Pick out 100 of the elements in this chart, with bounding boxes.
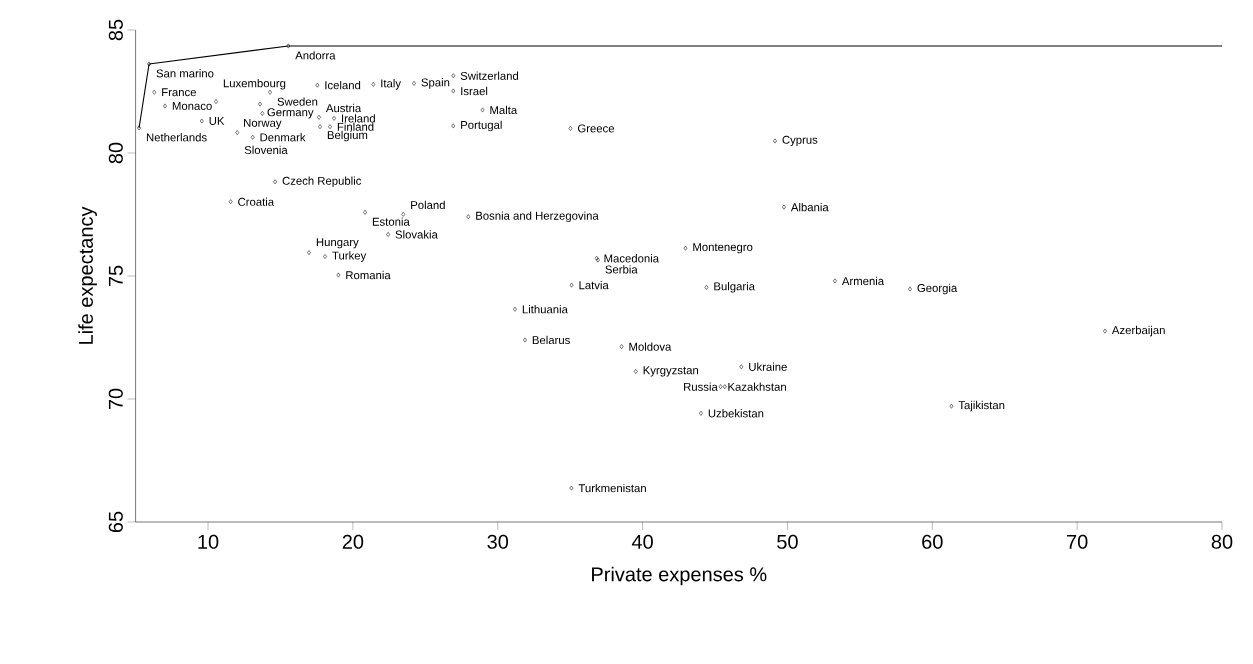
point	[235, 130, 240, 135]
x-tick-label: 60	[922, 534, 943, 549]
point	[513, 306, 517, 312]
annotation: Israel	[461, 86, 488, 96]
point	[739, 364, 744, 370]
annotation: France	[162, 88, 196, 97]
point	[152, 89, 157, 95]
point	[704, 284, 709, 290]
point	[568, 126, 573, 131]
annotation: Finland	[337, 122, 374, 131]
annotation: Armenia	[841, 276, 885, 286]
point	[451, 123, 456, 129]
y-axis-title: Life expectancy	[78, 206, 97, 344]
annotation: Monaco	[172, 102, 212, 110]
y-tick-label: 85	[108, 19, 123, 41]
annotation: Macedonia	[604, 254, 660, 263]
y-tick-label: 80	[108, 142, 123, 164]
point	[833, 278, 837, 284]
annotation: Malta	[490, 105, 518, 115]
annotation: Cyprus	[782, 135, 818, 147]
annotation: Lithuania	[522, 305, 568, 314]
annotation: Denmark	[260, 133, 306, 142]
point	[683, 245, 688, 251]
annotation: Moldova	[629, 342, 672, 351]
annotation: Norway	[244, 118, 282, 130]
annotation: Austria	[325, 103, 362, 113]
point	[949, 403, 954, 409]
point	[214, 99, 218, 104]
annotation: Ukraine	[749, 362, 787, 371]
annotation: Serbia	[605, 265, 638, 274]
point	[250, 134, 255, 140]
y-tick-label: 75	[108, 265, 123, 287]
annotation: Luxembourg	[223, 78, 286, 90]
y-tick-label: 70	[108, 388, 123, 410]
y-tick-label: 65	[108, 511, 123, 533]
annotation: Ireland	[342, 114, 375, 123]
x-tick-label: 50	[777, 534, 798, 549]
x-axis-title: Private expenses %	[592, 566, 767, 586]
point	[386, 232, 390, 237]
point	[718, 384, 723, 390]
point	[163, 103, 167, 109]
point	[317, 114, 321, 120]
point	[1103, 328, 1107, 334]
point	[619, 344, 624, 349]
annotation: Montenegro	[693, 243, 753, 254]
annotation: Georgia	[917, 283, 958, 295]
x-tick-label: 30	[487, 534, 509, 549]
annotation: Azerbaijan	[1111, 325, 1165, 337]
point	[412, 80, 416, 86]
point	[633, 369, 638, 374]
point	[480, 107, 485, 113]
point	[228, 199, 233, 205]
point	[273, 179, 277, 185]
annotation: Tajikistan	[958, 400, 1005, 412]
annotation: Switzerland	[460, 71, 519, 80]
point	[371, 81, 376, 87]
annotation: UK	[209, 117, 225, 125]
annotation: Turkey	[332, 251, 367, 262]
point	[569, 282, 574, 288]
x-tick-label: 40	[631, 534, 653, 549]
annotation: Kyrgyzstan	[643, 366, 699, 377]
annotation: Greece	[577, 124, 615, 133]
annotation: Kazakhstan	[728, 382, 786, 391]
annotation: Slovakia	[395, 230, 438, 239]
annotation: Slovenia	[244, 145, 288, 155]
annotation: Netherlands	[146, 133, 207, 142]
annotation: Bosnia and Herzegovina	[476, 211, 599, 222]
point	[908, 286, 912, 292]
annotation: San marino	[156, 69, 214, 78]
point	[307, 250, 311, 256]
annotation: Andorra	[295, 51, 336, 60]
point	[315, 82, 320, 88]
point	[699, 410, 703, 416]
annotation: Romania	[346, 270, 391, 280]
point	[147, 61, 151, 67]
point	[323, 254, 327, 259]
x-tick-label: 70	[1067, 534, 1088, 549]
point	[451, 88, 456, 94]
annotation: Bulgaria	[714, 282, 755, 293]
annotation: Germany	[267, 108, 314, 119]
annotation: Uzbekistan	[708, 409, 764, 418]
point	[336, 272, 341, 278]
annotation: Spain	[421, 78, 450, 89]
annotation: Turkmenistan	[578, 483, 646, 493]
annotation: Hungary	[316, 238, 359, 249]
point	[523, 337, 527, 343]
point	[286, 43, 291, 49]
annotation: Estonia	[372, 217, 410, 226]
annotation: Croatia	[238, 197, 275, 206]
annotation: Belarus	[532, 335, 570, 345]
annotation: Latvia	[579, 280, 609, 290]
annotation: Sweden	[277, 97, 318, 106]
annotation: Russia	[684, 382, 718, 391]
point	[773, 138, 777, 144]
annotation: Czech Republic	[282, 176, 362, 188]
point	[258, 101, 262, 107]
annotation: Belgium	[327, 130, 368, 142]
annotation: Portugal	[461, 120, 502, 132]
point	[328, 124, 332, 130]
point	[466, 214, 471, 220]
